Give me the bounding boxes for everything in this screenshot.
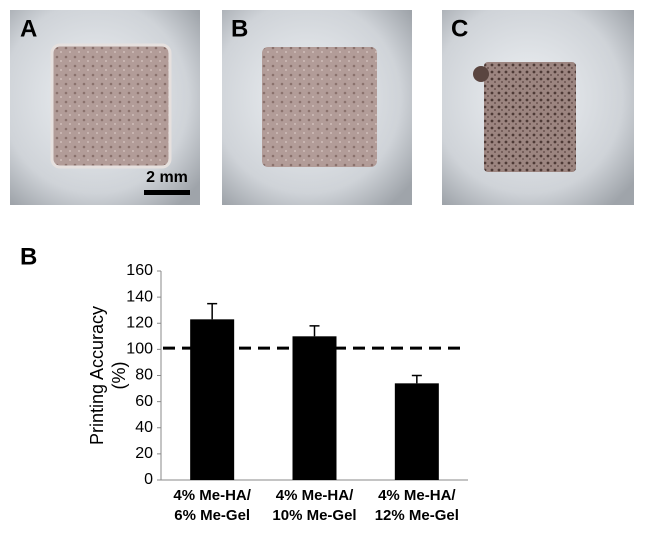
x-tick-label: 4% Me-HA/: [173, 487, 251, 504]
y-tick-label: 140: [126, 288, 153, 305]
scale-bar: [144, 190, 190, 195]
y-tick-label: 0: [144, 471, 153, 488]
x-tick-label: 4% Me-HA/: [378, 487, 456, 504]
sample-blob: [473, 66, 489, 82]
y-tick-label: 120: [126, 314, 153, 331]
y-tick-label: 100: [126, 341, 153, 358]
y-axis-label: Printing Accuracy: [87, 306, 107, 445]
scale-bar-label: 2 mm: [146, 169, 188, 186]
y-tick-label: 80: [135, 367, 153, 384]
sample: [262, 47, 377, 167]
figure-label: B: [20, 243, 37, 270]
y-tick-label: 40: [135, 419, 153, 436]
bar: [292, 336, 337, 480]
y-tick-label: 60: [135, 393, 153, 410]
y-axis-label: (%): [109, 362, 129, 390]
y-tick-label: 20: [135, 445, 153, 462]
y-tick-label: 160: [126, 262, 153, 279]
panel-label: B: [231, 15, 248, 42]
bar: [190, 319, 235, 480]
x-tick-label: 6% Me-Gel: [174, 507, 250, 524]
x-tick-label: 4% Me-HA/: [276, 487, 354, 504]
panel-label: A: [20, 15, 37, 42]
bar: [394, 383, 439, 480]
x-tick-label: 12% Me-Gel: [375, 507, 459, 524]
photos: A B C 2 mm: [10, 10, 634, 205]
sample: [50, 43, 172, 169]
x-tick-label: 10% Me-Gel: [272, 507, 356, 524]
sample: [484, 62, 576, 172]
panel-label: C: [451, 15, 468, 42]
